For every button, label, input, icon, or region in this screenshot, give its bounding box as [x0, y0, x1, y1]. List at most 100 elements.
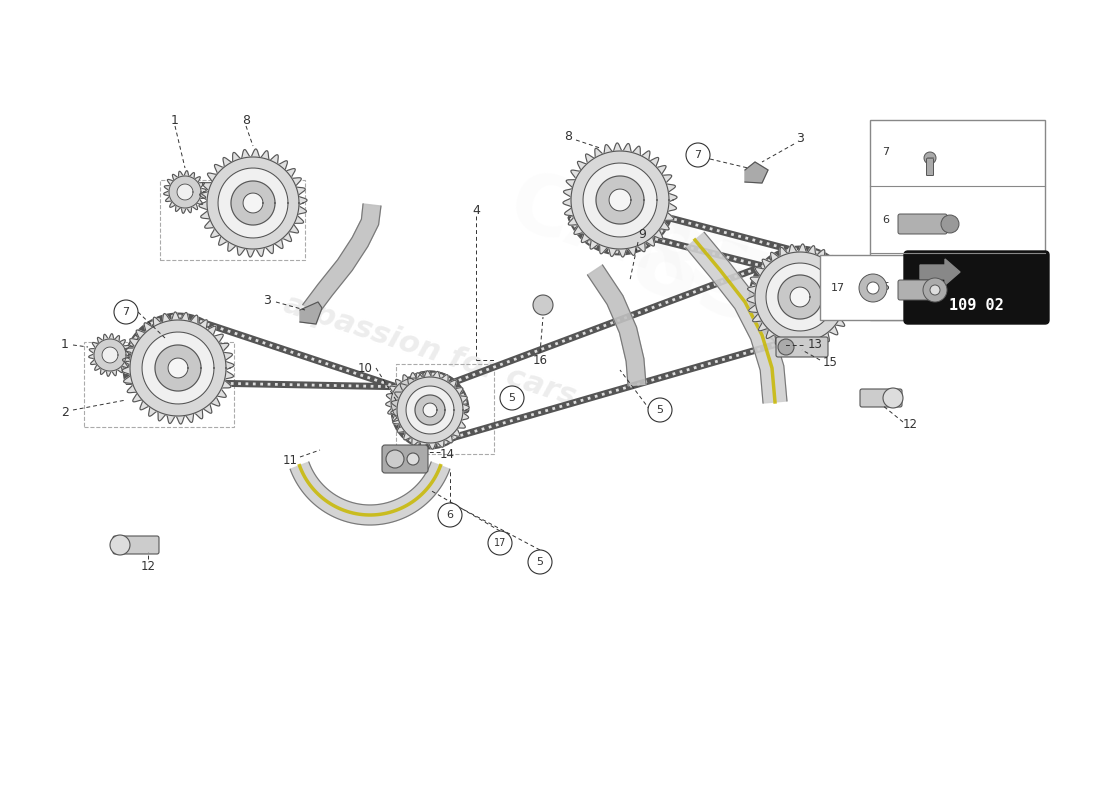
Polygon shape	[745, 162, 768, 183]
Circle shape	[778, 339, 794, 355]
Polygon shape	[89, 334, 131, 376]
Polygon shape	[168, 358, 188, 378]
Polygon shape	[583, 163, 657, 237]
Polygon shape	[290, 462, 450, 525]
Text: 16: 16	[532, 354, 548, 366]
Polygon shape	[102, 347, 118, 363]
Polygon shape	[415, 395, 446, 425]
Polygon shape	[587, 265, 646, 386]
Polygon shape	[386, 373, 444, 431]
Text: 10: 10	[358, 362, 373, 374]
FancyBboxPatch shape	[898, 214, 947, 234]
Circle shape	[500, 386, 524, 410]
Polygon shape	[169, 176, 201, 208]
FancyBboxPatch shape	[898, 280, 932, 300]
Polygon shape	[397, 377, 463, 443]
Text: 2: 2	[888, 290, 895, 303]
Polygon shape	[300, 302, 322, 324]
FancyBboxPatch shape	[776, 337, 828, 357]
Text: 8: 8	[564, 130, 572, 142]
Polygon shape	[164, 170, 207, 214]
Text: 4: 4	[472, 203, 480, 217]
Circle shape	[930, 285, 940, 295]
Polygon shape	[406, 386, 454, 434]
Text: 109 02: 109 02	[948, 298, 1003, 314]
Polygon shape	[218, 168, 288, 238]
Text: a passion for cars: a passion for cars	[280, 289, 580, 411]
Polygon shape	[403, 390, 427, 414]
Text: 1: 1	[172, 114, 179, 126]
Polygon shape	[778, 275, 822, 319]
Text: 12: 12	[141, 559, 155, 573]
FancyBboxPatch shape	[113, 536, 160, 554]
FancyBboxPatch shape	[860, 389, 902, 407]
Text: 17: 17	[494, 538, 506, 548]
Circle shape	[867, 282, 879, 294]
Polygon shape	[766, 263, 834, 331]
Text: 2: 2	[62, 406, 69, 418]
Circle shape	[438, 503, 462, 527]
Text: 9: 9	[638, 229, 646, 242]
Circle shape	[648, 398, 672, 422]
Polygon shape	[747, 244, 852, 350]
Text: 3: 3	[796, 131, 804, 145]
Polygon shape	[155, 345, 201, 391]
Polygon shape	[231, 181, 275, 225]
Circle shape	[883, 388, 903, 408]
FancyBboxPatch shape	[904, 251, 1049, 324]
Text: 11: 11	[283, 454, 297, 466]
Text: 12: 12	[902, 418, 917, 431]
Circle shape	[940, 215, 959, 233]
Circle shape	[114, 300, 138, 324]
Polygon shape	[122, 312, 234, 424]
Polygon shape	[94, 339, 126, 371]
Text: 6: 6	[882, 215, 890, 225]
Text: 7: 7	[122, 307, 130, 317]
Text: 6: 6	[447, 510, 453, 520]
Text: CARS: CARS	[498, 163, 761, 317]
Circle shape	[859, 274, 887, 302]
Text: 3: 3	[263, 294, 271, 306]
Circle shape	[924, 152, 936, 164]
Polygon shape	[142, 332, 214, 404]
Polygon shape	[390, 378, 439, 426]
Polygon shape	[755, 252, 845, 342]
Text: 7: 7	[694, 150, 702, 160]
Polygon shape	[302, 204, 381, 315]
FancyBboxPatch shape	[926, 158, 934, 175]
Circle shape	[528, 550, 552, 574]
Polygon shape	[790, 287, 810, 307]
Text: 7: 7	[882, 147, 890, 157]
Polygon shape	[390, 370, 470, 450]
Circle shape	[488, 531, 512, 555]
Polygon shape	[130, 320, 225, 416]
Polygon shape	[920, 259, 960, 285]
Text: 5: 5	[508, 393, 516, 403]
FancyBboxPatch shape	[820, 255, 905, 320]
Circle shape	[923, 278, 947, 302]
Circle shape	[686, 143, 710, 167]
Text: 13: 13	[807, 338, 823, 351]
Text: 5: 5	[657, 405, 663, 415]
Text: 5: 5	[537, 557, 543, 567]
Circle shape	[386, 450, 404, 468]
Text: 8: 8	[242, 114, 250, 126]
Polygon shape	[596, 176, 644, 224]
Text: 1: 1	[62, 338, 69, 351]
Polygon shape	[243, 193, 263, 213]
Polygon shape	[199, 149, 307, 257]
Text: 17: 17	[830, 283, 845, 293]
Polygon shape	[609, 189, 631, 211]
Polygon shape	[685, 232, 786, 403]
Circle shape	[407, 453, 419, 465]
Circle shape	[534, 295, 553, 315]
Text: 85: 85	[619, 212, 781, 348]
Polygon shape	[571, 151, 669, 249]
Polygon shape	[207, 157, 299, 249]
Circle shape	[110, 535, 130, 555]
FancyBboxPatch shape	[382, 445, 428, 473]
Text: 15: 15	[823, 355, 837, 369]
Polygon shape	[563, 143, 676, 257]
Text: 5: 5	[882, 282, 890, 292]
Polygon shape	[424, 403, 437, 417]
